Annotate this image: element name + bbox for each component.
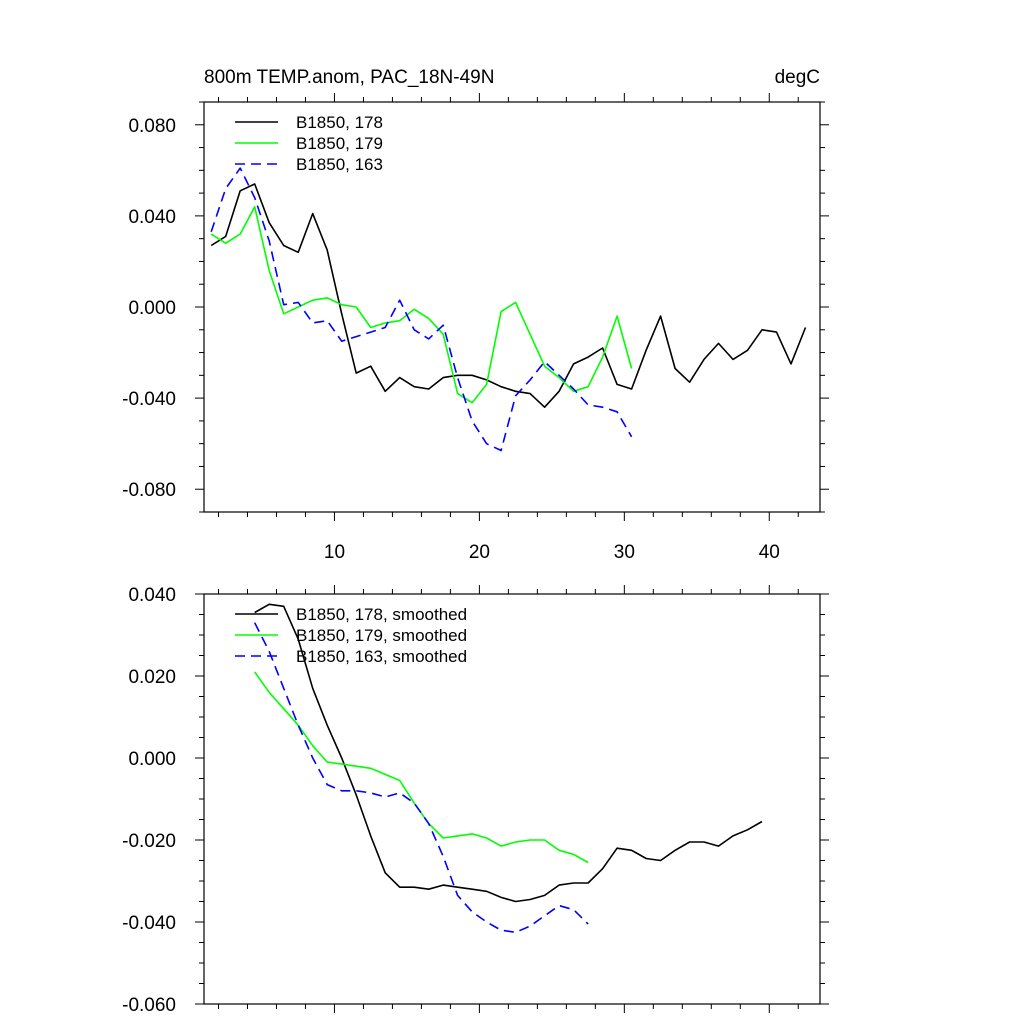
y-tick-label: 0.040: [128, 585, 176, 606]
series-line: [210, 183, 807, 409]
x-tick-label: 30: [614, 542, 635, 563]
legend-label: B1850, 163: [296, 155, 383, 174]
chart-units: degC: [775, 67, 820, 88]
series-line: [210, 206, 633, 404]
x-tick-label: 40: [759, 542, 780, 563]
series-lines: [210, 167, 807, 452]
legend: B1850, 178 B1850, 179 B1850, 163: [235, 113, 383, 174]
y-tick-label: -0.040: [122, 913, 176, 934]
x-tick-label: 10: [324, 542, 345, 563]
legend-label: B1850, 163, smoothed: [296, 647, 467, 666]
legend-label: B1850, 178, smoothed: [296, 605, 467, 624]
axis-tick-labels: -0.060 -0.040 -0.020 0.000 0.020 0.040: [122, 585, 176, 1016]
series-line: [254, 603, 763, 903]
legend-label: B1850, 179: [296, 134, 383, 153]
top-panel: 800m TEMP.anom, PAC_18N-49N degC -0.080-…: [122, 67, 829, 563]
y-tick-label: -0.060: [122, 995, 176, 1016]
legend-label: B1850, 178: [296, 113, 383, 132]
y-tick-label: -0.040: [122, 389, 176, 410]
y-tick-label: -0.020: [122, 831, 176, 852]
y-tick-label: -0.080: [122, 480, 176, 501]
axis-tick-labels: -0.080 -0.040 0.000 0.040 0.080 10 20 30 40: [122, 116, 780, 563]
axis-ticks: [195, 585, 829, 1013]
y-tick-label: 0.000: [128, 749, 176, 770]
y-tick-label: 0.000: [128, 298, 176, 319]
chart-title: 800m TEMP.anom, PAC_18N-49N: [204, 67, 494, 88]
y-tick-label: 0.040: [128, 207, 176, 228]
x-tick-label: 20: [469, 542, 490, 563]
series-line: [253, 622, 589, 934]
series-lines: [253, 603, 763, 934]
series-line: [210, 167, 633, 452]
axis-ticks: [195, 93, 829, 521]
bottom-panel: -0.060 -0.040 -0.020 0.000 0.020 0.040 B1850,…: [122, 585, 829, 1016]
legend-label: B1850, 179, smoothed: [296, 626, 467, 645]
legend: B1850, 178, smoothed B1850, 179, smoothed…: [235, 605, 467, 666]
series-line: [254, 671, 589, 864]
y-tick-label: 0.080: [128, 116, 176, 137]
y-tick-label: 0.020: [128, 667, 176, 688]
